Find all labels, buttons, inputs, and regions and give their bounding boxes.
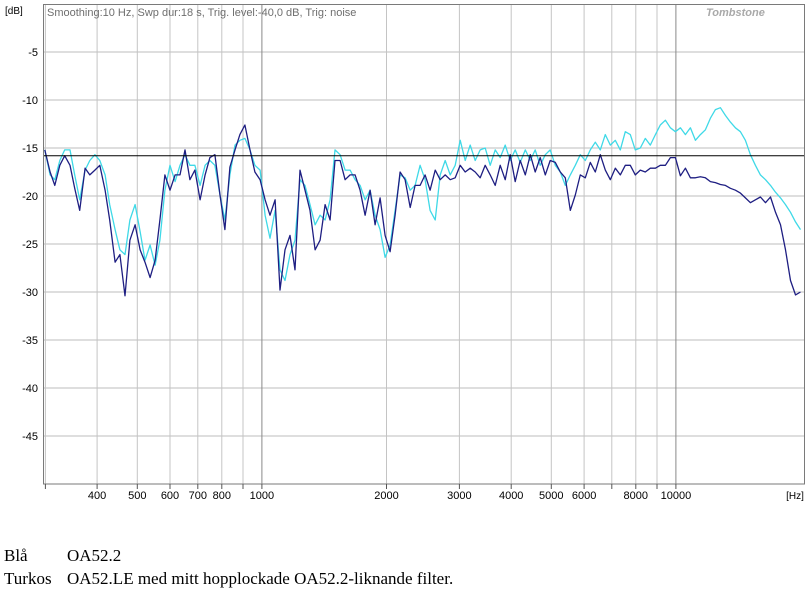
legend-caption: Blå OA52.2 Turkos OA52.LE med mitt hoppl… [4, 544, 453, 590]
x-tick-label: 4000 [499, 490, 523, 502]
y-tick-label: -20 [22, 191, 38, 203]
legend-entry-turquoise: Turkos OA52.LE med mitt hopplockade OA52… [4, 567, 453, 590]
y-tick-label: -25 [22, 239, 38, 251]
x-tick-label: 600 [161, 490, 179, 502]
legend-color-name: Blå [4, 546, 28, 565]
watermark-logo: Tombstone [706, 7, 765, 19]
x-tick-label: 700 [189, 490, 207, 502]
x-tick-label: 10000 [661, 490, 692, 502]
y-tick-label: -45 [22, 431, 38, 443]
y-axis-unit-label: [dB] [5, 6, 23, 17]
x-axis-unit-label: [Hz] [786, 491, 804, 502]
x-tick-label: 6000 [572, 490, 596, 502]
y-tick-label: -35 [22, 335, 38, 347]
y-tick-label: -15 [22, 143, 38, 155]
x-tick-label: 3000 [447, 490, 471, 502]
legend-series-name: OA52.LE med mitt hopplockade OA52.2-likn… [67, 569, 454, 588]
axis-ticks: -5 -10 -15 -20 -25 -30 -35 -40 -45 400 500 600 700 80… [22, 47, 691, 502]
series-lines [44, 107, 802, 297]
legend-series-name: OA52.2 [67, 546, 122, 565]
series-line-2 [44, 107, 802, 282]
x-tick-label: 800 [213, 490, 231, 502]
x-tick-label: 2000 [374, 490, 398, 502]
x-tick-label: 400 [88, 490, 106, 502]
legend-color-name: Turkos [4, 569, 52, 588]
plot-frame [43, 4, 805, 485]
x-tick-label: 500 [128, 490, 146, 502]
y-tick-label: -40 [22, 383, 38, 395]
legend-entry-blue: Blå OA52.2 [4, 544, 453, 567]
frequency-response-chart: -5 -10 -15 -20 -25 -30 -35 -40 -45 400 500 600 700 80… [0, 0, 809, 520]
chart-background [0, 0, 809, 520]
y-tick-label: -30 [22, 287, 38, 299]
grid [43, 4, 805, 484]
series-line-1 [44, 124, 801, 297]
x-tick-label: 5000 [539, 490, 563, 502]
y-tick-label: -10 [22, 95, 38, 107]
x-tick-label: 1000 [250, 490, 274, 502]
y-tick-label: -5 [28, 47, 38, 59]
x-tick-label: 8000 [624, 490, 648, 502]
measurement-settings-header: Smoothing:10 Hz, Swp dur:18 s, Trig. lev… [47, 7, 356, 19]
